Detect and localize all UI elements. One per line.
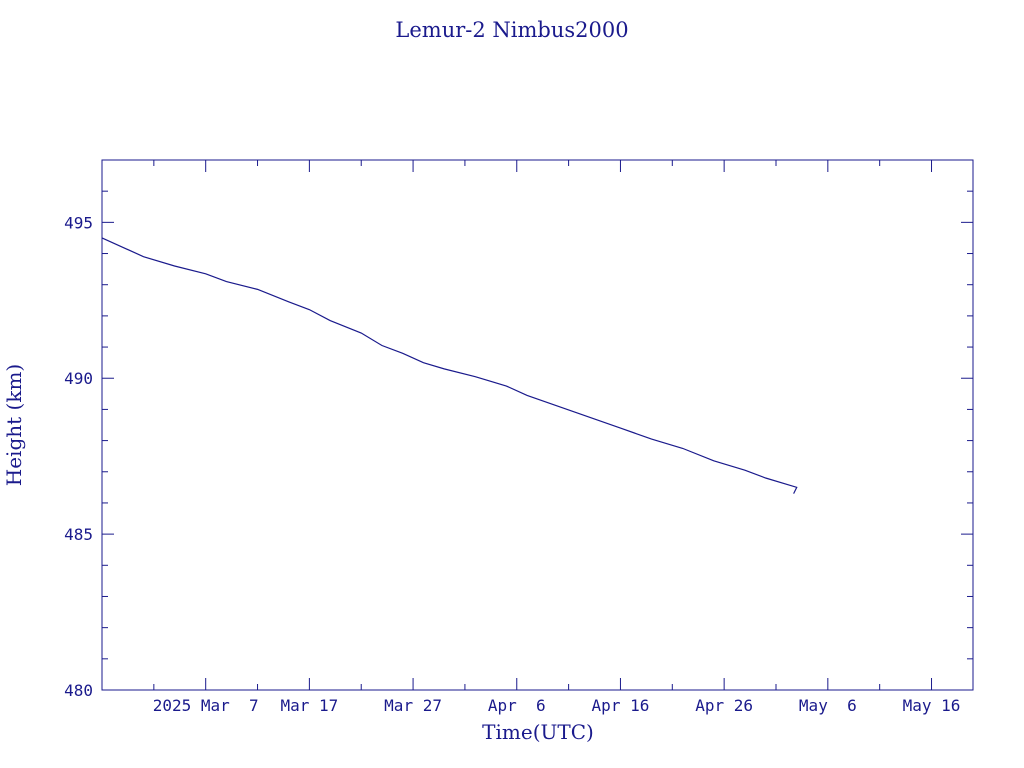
x-tick-label: Apr 6 <box>488 696 546 715</box>
axis-ticks <box>102 159 973 691</box>
x-tick-label: 2025 Mar 7 <box>153 696 259 715</box>
plot-frame <box>101 159 974 691</box>
y-tick-label: 490 <box>64 369 93 388</box>
y-axis-label: Height (km) <box>2 364 26 486</box>
chart-title: Lemur-2 Nimbus2000 <box>395 18 628 42</box>
y-tick-label: 485 <box>64 525 93 544</box>
y-tick-label: 480 <box>64 681 93 700</box>
x-axis-label: Time(UTC) <box>482 720 594 744</box>
series-group <box>101 237 798 494</box>
y-tick-label: 495 <box>64 213 93 232</box>
x-tick-label: Mar 27 <box>384 696 442 715</box>
y-tick-labels: 480 485 490 495 <box>64 213 93 700</box>
plot-frame-rect <box>101 159 974 691</box>
height-series-line <box>101 237 798 494</box>
x-tick-label: May 6 <box>799 696 857 715</box>
x-tick-label: Mar 17 <box>280 696 338 715</box>
x-tick-label: May 16 <box>903 696 961 715</box>
x-tick-label: Apr 26 <box>695 696 753 715</box>
x-tick-label: Apr 16 <box>592 696 650 715</box>
x-tick-labels: 2025 Mar 7 Mar 17 Mar 27 Apr 6 Apr 16 Apr 26 M… <box>153 696 961 715</box>
